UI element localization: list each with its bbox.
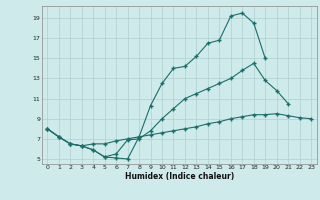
X-axis label: Humidex (Indice chaleur): Humidex (Indice chaleur)	[124, 172, 234, 181]
